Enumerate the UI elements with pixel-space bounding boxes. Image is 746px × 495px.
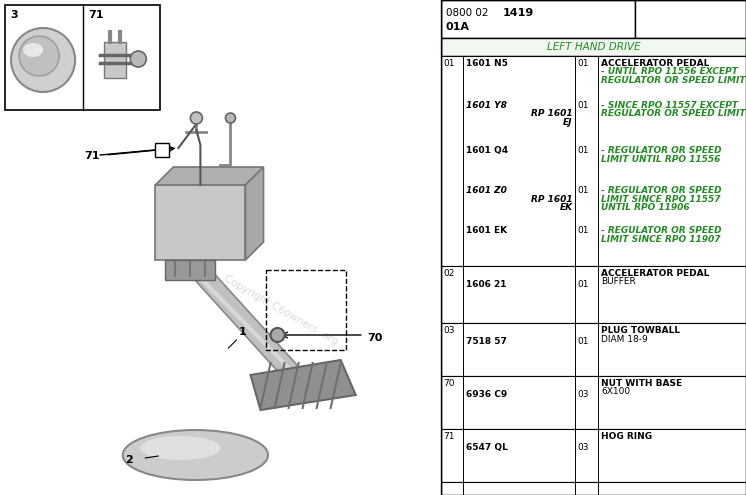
Text: 71: 71 xyxy=(85,151,100,161)
Text: PLUG TOWBALL: PLUG TOWBALL xyxy=(601,326,680,335)
Text: 01: 01 xyxy=(443,59,454,68)
Bar xyxy=(5,5,160,110)
Text: HOG RING: HOG RING xyxy=(601,432,653,441)
Text: LEFT HAND DRIVE: LEFT HAND DRIVE xyxy=(547,42,640,52)
Bar xyxy=(155,143,169,157)
Circle shape xyxy=(225,113,236,123)
Text: - SINCE RPO 11557 EXCEPT: - SINCE RPO 11557 EXCEPT xyxy=(601,101,739,110)
Text: REGULATOR OR SPEED LIMIT: REGULATOR OR SPEED LIMIT xyxy=(601,76,746,85)
Text: 01A: 01A xyxy=(446,22,470,32)
Bar xyxy=(636,0,746,38)
Text: 01: 01 xyxy=(577,186,589,195)
Circle shape xyxy=(11,28,75,92)
Bar xyxy=(104,42,126,78)
Text: 01: 01 xyxy=(577,59,589,68)
Text: UNTIL RPO 11906: UNTIL RPO 11906 xyxy=(601,203,690,212)
Polygon shape xyxy=(155,167,263,185)
Text: 6X100: 6X100 xyxy=(601,388,630,396)
Text: 1601 N5: 1601 N5 xyxy=(466,59,508,68)
Text: 0800 02: 0800 02 xyxy=(446,8,492,18)
Text: 01: 01 xyxy=(577,280,589,289)
Text: 1601 Z0: 1601 Z0 xyxy=(466,186,507,195)
Text: 2: 2 xyxy=(125,455,134,465)
Text: 01: 01 xyxy=(577,101,589,110)
Text: 03: 03 xyxy=(577,390,589,399)
Text: DIAM 18-9: DIAM 18-9 xyxy=(601,335,648,344)
Text: Copyright C6owners .org: Copyright C6owners .org xyxy=(222,273,339,347)
Text: 1601 EK: 1601 EK xyxy=(466,226,507,235)
Bar xyxy=(441,429,746,482)
Text: 03: 03 xyxy=(577,443,589,452)
Text: LIMIT SINCE RPO 11557: LIMIT SINCE RPO 11557 xyxy=(601,195,721,203)
Circle shape xyxy=(190,112,202,124)
Circle shape xyxy=(271,328,284,342)
Text: 1601 Q4: 1601 Q4 xyxy=(466,146,508,155)
Text: 1606 21: 1606 21 xyxy=(466,280,507,289)
Polygon shape xyxy=(190,275,310,380)
Text: 1419: 1419 xyxy=(503,8,534,18)
Text: 71: 71 xyxy=(88,10,104,20)
Text: 70: 70 xyxy=(443,379,454,388)
Text: ACCELERATOR PEDAL: ACCELERATOR PEDAL xyxy=(601,269,709,278)
Circle shape xyxy=(19,36,59,76)
Bar xyxy=(441,482,746,495)
Text: 01: 01 xyxy=(577,146,589,155)
Bar xyxy=(441,0,636,38)
Text: 1: 1 xyxy=(239,327,246,337)
Text: 01: 01 xyxy=(577,337,589,346)
Text: 1601 Y8: 1601 Y8 xyxy=(466,101,507,110)
Text: EK: EK xyxy=(560,203,572,212)
Text: NUT WITH BASE: NUT WITH BASE xyxy=(601,379,683,388)
Text: 02: 02 xyxy=(443,269,454,278)
Text: 71: 71 xyxy=(443,432,454,441)
Text: LIMIT UNTIL RPO 11556: LIMIT UNTIL RPO 11556 xyxy=(601,154,721,163)
Bar xyxy=(441,323,746,376)
Polygon shape xyxy=(245,167,263,260)
Text: 6547 QL: 6547 QL xyxy=(466,443,508,452)
Text: 03: 03 xyxy=(443,326,454,335)
Text: 01: 01 xyxy=(577,226,589,235)
Ellipse shape xyxy=(123,430,268,480)
Text: - REGULATOR OR SPEED: - REGULATOR OR SPEED xyxy=(601,186,722,195)
Bar xyxy=(441,56,746,266)
Text: RP 1601: RP 1601 xyxy=(531,195,572,203)
Polygon shape xyxy=(155,185,245,260)
Text: BUFFER: BUFFER xyxy=(601,278,636,287)
Text: LIMIT SINCE RPO 11907: LIMIT SINCE RPO 11907 xyxy=(601,235,721,244)
Text: 6936 C9: 6936 C9 xyxy=(466,390,507,399)
Bar xyxy=(266,270,345,350)
Text: - REGULATOR OR SPEED: - REGULATOR OR SPEED xyxy=(601,226,722,235)
Text: REGULATOR OR SPEED LIMIT: REGULATOR OR SPEED LIMIT xyxy=(601,109,746,118)
Bar xyxy=(441,376,746,429)
Text: RP 1601: RP 1601 xyxy=(531,109,572,118)
Ellipse shape xyxy=(23,43,43,57)
Circle shape xyxy=(131,51,146,67)
Text: - REGULATOR OR SPEED: - REGULATOR OR SPEED xyxy=(601,146,722,155)
Bar xyxy=(441,38,746,56)
Text: 7518 57: 7518 57 xyxy=(466,337,507,346)
Text: EJ: EJ xyxy=(563,118,572,127)
Ellipse shape xyxy=(140,436,221,460)
Polygon shape xyxy=(166,260,216,280)
Bar xyxy=(441,266,746,323)
Text: - UNTIL RPO 11556 EXCEPT: - UNTIL RPO 11556 EXCEPT xyxy=(601,67,739,77)
Polygon shape xyxy=(251,360,356,410)
Text: 3: 3 xyxy=(10,10,18,20)
Text: ACCELERATOR PEDAL: ACCELERATOR PEDAL xyxy=(601,59,709,68)
Text: 70: 70 xyxy=(368,333,383,343)
